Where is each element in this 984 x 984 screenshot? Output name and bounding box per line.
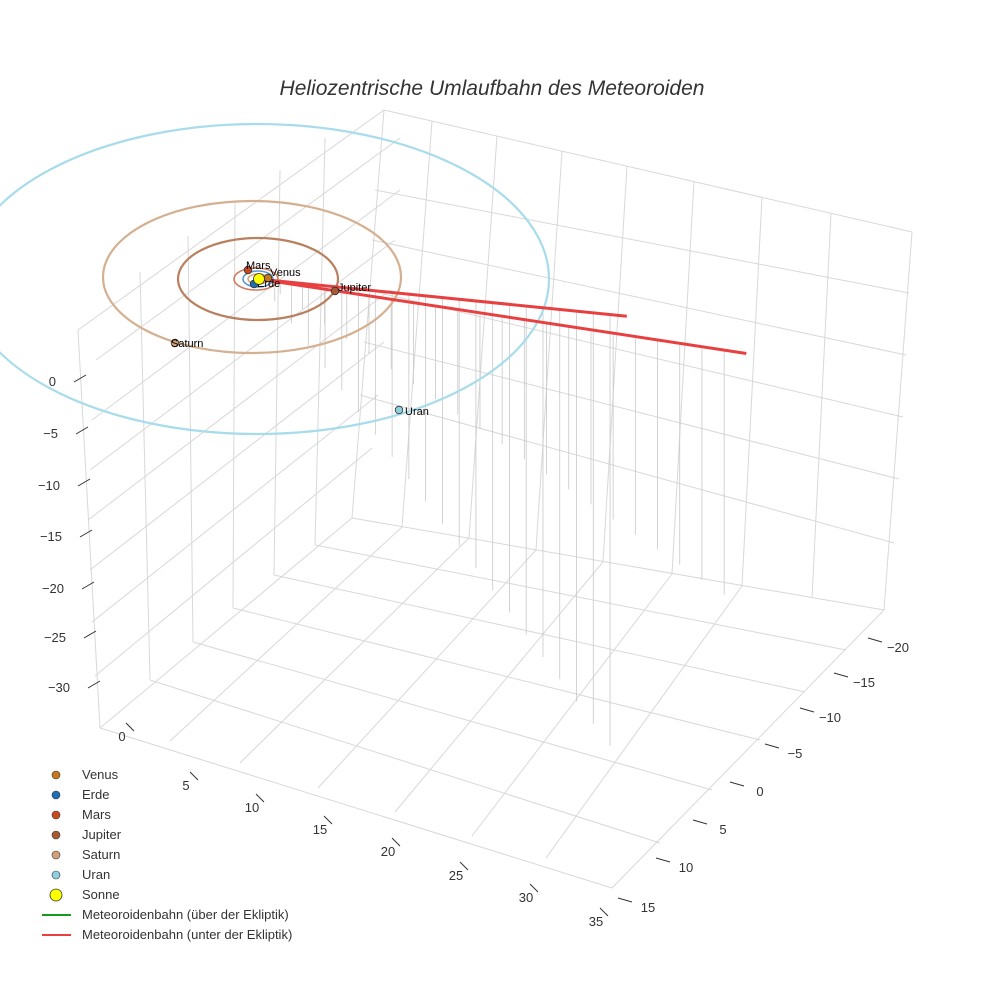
y-tick-mark [692, 819, 708, 825]
y-tick-label: 10 [679, 860, 693, 875]
y-tick-mark [764, 743, 780, 749]
legend-marker [51, 830, 61, 840]
legend-marker [51, 870, 61, 880]
z-tick-label: −30 [48, 680, 70, 695]
z-tick-mark [81, 581, 95, 590]
z-tick-label: −20 [42, 581, 64, 596]
x-tick-label: 20 [381, 844, 395, 859]
legend-item[interactable]: Saturn [51, 847, 120, 862]
x-tick-mark [125, 722, 135, 732]
legend-sun-marker [49, 888, 63, 902]
grid-floor [99, 526, 885, 889]
legend-item[interactable]: Uran [51, 867, 110, 882]
x-tick-mark [189, 771, 199, 781]
y-tick-mark [867, 637, 883, 643]
y-tick-mark [655, 857, 671, 863]
axis-ticks: 0 −5 −10 −15 −20 −25 −30 0 5 10 15 20 25 30 35 −20 −15 −1… [38, 374, 909, 929]
legend-label: Venus [82, 767, 119, 782]
x-tick-label: 0 [118, 729, 125, 744]
x-tick-label: 5 [182, 778, 189, 793]
x-tick-mark [459, 861, 469, 871]
y-tick-label: 0 [756, 784, 763, 799]
legend-item[interactable]: Venus [51, 767, 119, 782]
x-tick-mark [323, 815, 333, 825]
legend: Venus Erde Mars Jupiter Saturn Uran Sonne Meteo… [42, 767, 292, 942]
y-tick-mark [833, 672, 849, 678]
orbit-mars [233, 267, 279, 291]
orbits [0, 122, 551, 436]
legend-label: Mars [82, 807, 111, 822]
y-tick-mark [729, 781, 745, 787]
y-tick-label: −15 [853, 675, 875, 690]
planet-label-venus: Venus [270, 267, 301, 279]
planet-marker-mars [243, 265, 253, 275]
legend-marker [51, 810, 61, 820]
planet-label-uran: Uran [405, 406, 429, 418]
planet-label-mars: Mars [246, 260, 271, 272]
planet-marker-jupiter [330, 286, 340, 296]
orbit-saturn [101, 199, 403, 355]
legend-label: Meteoroidenbahn (unter der Ekliptik) [82, 927, 292, 942]
z-tick-label: −15 [40, 529, 62, 544]
y-tick-label: 15 [641, 900, 655, 915]
legend-label: Erde [82, 787, 109, 802]
grid-left-wall [77, 109, 401, 729]
y-tick-label: −20 [887, 640, 909, 655]
y-tick-label: −10 [819, 710, 841, 725]
legend-item[interactable]: Sonne [49, 887, 120, 902]
x-tick-label: 35 [589, 914, 603, 929]
x-tick-label: 30 [519, 890, 533, 905]
z-tick-mark [75, 426, 89, 435]
legend-label: Meteoroidenbahn (über der Ekliptik) [82, 907, 289, 922]
planet-marker-uran [394, 405, 404, 415]
legend-marker [51, 790, 61, 800]
legend-item[interactable]: Erde [51, 787, 109, 802]
x-tick-label: 15 [313, 822, 327, 837]
z-tick-label: −5 [43, 426, 58, 441]
x-tick-mark [255, 793, 265, 803]
x-tick-mark [599, 907, 609, 917]
legend-marker [51, 770, 61, 780]
z-tick-mark [77, 478, 91, 487]
planet-label-jupiter: Jupiter [338, 282, 371, 294]
x-tick-mark [391, 837, 401, 847]
legend-item[interactable]: Jupiter [51, 827, 122, 842]
x-tick-label: 10 [245, 800, 259, 815]
grid-back-wall [351, 109, 913, 611]
y-tick-mark [799, 707, 815, 713]
z-tick-label: −10 [38, 478, 60, 493]
legend-label: Sonne [82, 887, 120, 902]
sun-marker [253, 273, 265, 285]
legend-label: Jupiter [82, 827, 122, 842]
z-tick-mark [79, 529, 93, 538]
z-tick-mark [73, 374, 87, 383]
orbit-jupiter [176, 236, 340, 322]
y-tick-label: −5 [788, 746, 803, 761]
y-tick-mark [617, 897, 633, 903]
legend-marker [51, 850, 61, 860]
planet-marker-saturn [170, 338, 180, 348]
orbit-uran [0, 122, 551, 436]
y-tick-label: 5 [719, 822, 726, 837]
legend-item[interactable]: Meteoroidenbahn (über der Ekliptik) [42, 907, 289, 922]
orbit-erde [242, 270, 274, 288]
z-tick-label: 0 [49, 374, 56, 389]
trajectory-drop-lines [274, 280, 725, 746]
x-tick-label: 25 [449, 868, 463, 883]
legend-item[interactable]: Meteoroidenbahn (unter der Ekliptik) [42, 927, 292, 942]
z-tick-mark [87, 680, 101, 689]
z-tick-mark [83, 630, 97, 639]
legend-label: Saturn [82, 847, 120, 862]
x-tick-mark [529, 883, 539, 893]
planet-label-saturn: Saturn [171, 338, 203, 350]
legend-label: Uran [82, 867, 110, 882]
legend-item[interactable]: Mars [51, 807, 111, 822]
z-tick-label: −25 [44, 630, 66, 645]
chart-title: Heliozentrische Umlaufbahn des Meteoroid… [280, 77, 705, 100]
